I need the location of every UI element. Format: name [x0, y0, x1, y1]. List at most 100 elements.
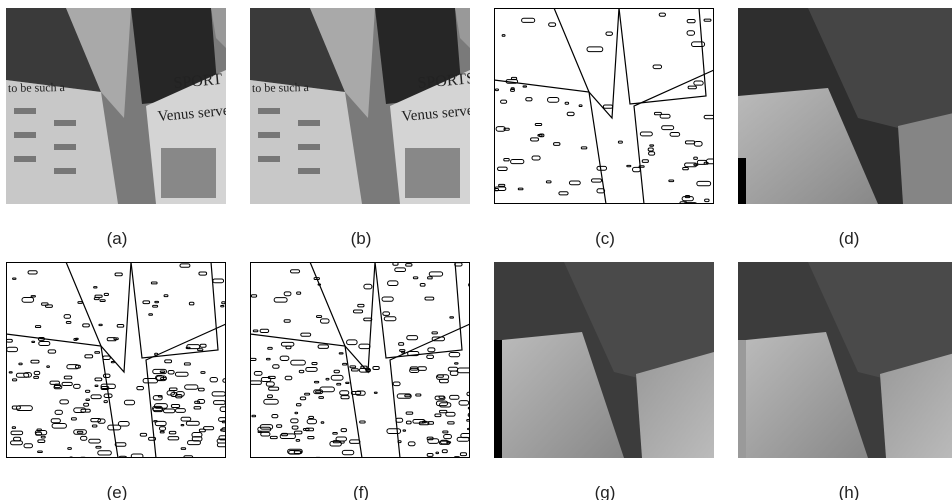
image-region [161, 148, 216, 198]
edge [159, 430, 165, 434]
image-region [131, 8, 218, 104]
edge [50, 418, 61, 424]
edge [31, 340, 36, 344]
edge [415, 393, 422, 397]
panel [738, 8, 952, 204]
edge [272, 364, 280, 369]
edge [198, 428, 206, 433]
edge [63, 314, 72, 319]
edge [402, 429, 407, 432]
edge [148, 313, 153, 316]
edge [405, 420, 412, 425]
edge [154, 352, 159, 356]
image-region [564, 262, 714, 382]
edge [345, 381, 350, 385]
edge [398, 342, 405, 346]
edge [142, 300, 151, 305]
edge [285, 345, 292, 350]
edge [580, 146, 588, 150]
edge [668, 179, 675, 183]
edge [99, 299, 106, 302]
image-region [746, 332, 868, 458]
edge [333, 369, 340, 374]
edge [198, 271, 208, 276]
image-region [502, 332, 624, 458]
image-region [250, 8, 345, 92]
edge [53, 384, 63, 390]
edge [250, 294, 258, 298]
edge [265, 357, 271, 361]
edge [267, 346, 273, 350]
edge [299, 396, 307, 401]
edge [332, 431, 338, 435]
edge [438, 409, 448, 414]
edge [10, 430, 24, 436]
edge [102, 373, 111, 379]
edge [260, 377, 272, 382]
edge [412, 276, 419, 280]
edge [73, 383, 81, 389]
edge [467, 406, 470, 410]
edge [319, 386, 335, 393]
edge [314, 456, 322, 458]
edge [427, 347, 436, 353]
edge [503, 127, 510, 131]
edge [69, 456, 73, 458]
edge [466, 419, 470, 422]
edge [85, 398, 90, 402]
edge [682, 166, 689, 171]
edge [93, 286, 98, 289]
edge [443, 433, 452, 440]
edge [174, 408, 186, 413]
edge [315, 315, 323, 319]
edge [158, 426, 167, 431]
image-region [636, 352, 714, 458]
image-region [14, 132, 36, 138]
edge [365, 368, 371, 372]
image-region [898, 113, 952, 204]
edge [200, 371, 206, 374]
edge [661, 125, 675, 131]
edge [82, 323, 90, 328]
edge [317, 283, 322, 286]
edge [313, 277, 320, 280]
edge [428, 271, 444, 277]
edge [27, 270, 38, 275]
edge [284, 375, 293, 381]
image-region [211, 8, 226, 48]
edge [684, 162, 698, 168]
edge [313, 389, 324, 395]
panel [738, 262, 952, 458]
edge [618, 8, 707, 105]
edge [296, 291, 302, 295]
edge [392, 262, 399, 266]
edge [553, 142, 561, 146]
edge [525, 97, 533, 102]
edge [641, 159, 649, 163]
edge [80, 435, 88, 441]
edge [118, 455, 128, 458]
edge [139, 432, 148, 437]
panel [250, 262, 470, 458]
edge [152, 395, 163, 401]
edge [387, 280, 399, 287]
edge [197, 348, 204, 352]
caption: (a) [107, 229, 128, 248]
image-region [808, 8, 952, 128]
edge [329, 440, 342, 447]
edge [103, 393, 113, 398]
edge [355, 390, 366, 396]
caption: (f) [353, 483, 369, 500]
edge [311, 361, 318, 366]
edge [94, 377, 103, 382]
edge [419, 282, 426, 287]
edge [219, 406, 226, 412]
edge [281, 432, 289, 437]
edge [605, 31, 613, 36]
edge [23, 372, 32, 378]
edge [596, 188, 606, 194]
edge [459, 452, 468, 457]
edge [530, 137, 540, 142]
edge [564, 101, 570, 105]
edge [159, 370, 166, 374]
